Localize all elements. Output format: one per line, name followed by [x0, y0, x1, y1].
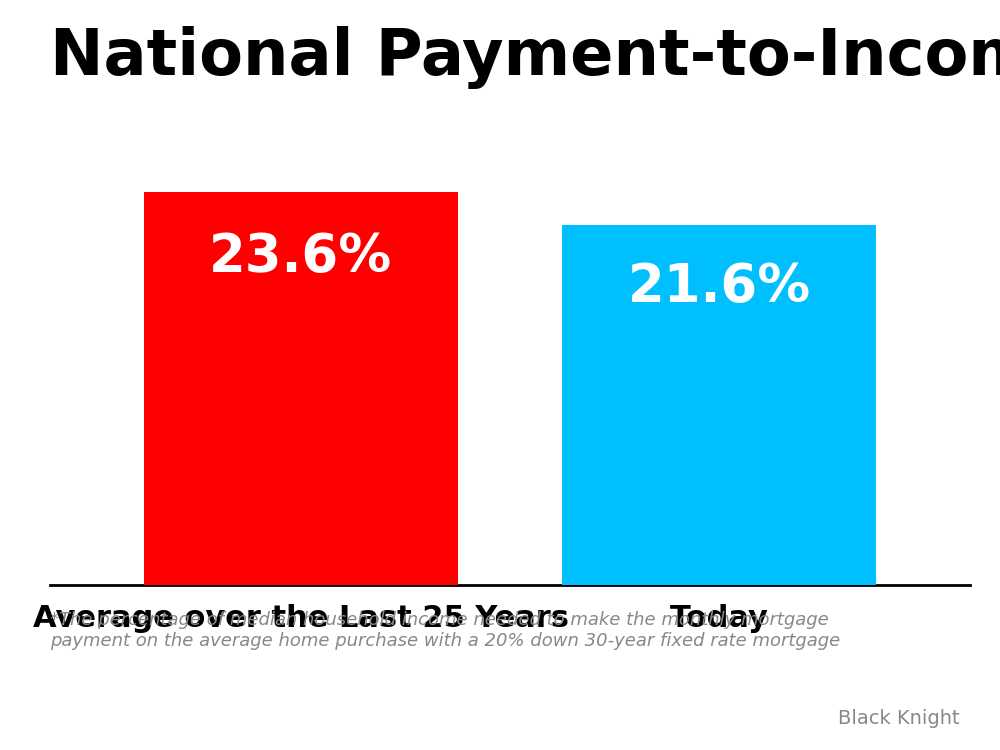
Bar [562, 225, 876, 585]
Text: 23.6%: 23.6% [209, 231, 392, 283]
Text: *The percentage of median household income needed to make the monthly mortgage
p: *The percentage of median household inco… [50, 611, 840, 650]
Bar [144, 192, 458, 585]
Text: 21.6%: 21.6% [628, 261, 811, 313]
Text: National Payment-to-Income Ratio*: National Payment-to-Income Ratio* [50, 26, 1000, 89]
Text: Black Knight: Black Knight [838, 709, 960, 728]
